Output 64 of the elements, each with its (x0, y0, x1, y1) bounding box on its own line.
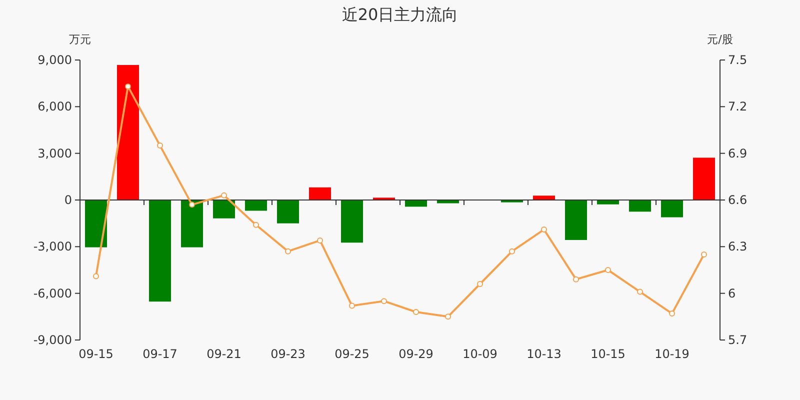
chart-title: 近20日主力流向 (342, 5, 458, 24)
point (701, 251, 707, 258)
y2-tick-label: 6.6 (728, 193, 748, 207)
point (509, 248, 515, 254)
x-tick-label: 09-21 (206, 347, 242, 361)
point (93, 273, 99, 280)
y2-tick-label: 6.3 (728, 240, 748, 254)
bar (341, 200, 363, 243)
point (349, 302, 355, 309)
point (573, 276, 579, 282)
x-tick-label: 10-19 (654, 347, 690, 361)
bar (309, 187, 331, 200)
point (253, 222, 259, 228)
y-axis-title: 万元 (69, 33, 91, 46)
y-tick-label: 6,000 (38, 100, 72, 114)
y2-tick-label: 7.2 (728, 100, 748, 114)
bar (437, 200, 459, 204)
y2-axis-title: 元/股 (707, 33, 733, 46)
x-tick-label: 10-09 (462, 347, 498, 361)
point (125, 83, 131, 90)
x-tick-label: 09-29 (398, 347, 434, 361)
y-tick-label: -3,000 (33, 240, 72, 254)
point (317, 237, 323, 244)
x-tick-label: 09-23 (270, 347, 306, 361)
y-tick-label: -9,000 (33, 333, 72, 347)
bar (405, 200, 427, 207)
y-tick-label: 9,000 (38, 53, 72, 67)
bar (597, 200, 619, 204)
point (381, 298, 387, 304)
point (285, 248, 291, 254)
bar (693, 158, 715, 200)
point (413, 309, 419, 315)
bar (181, 200, 203, 248)
bar (565, 200, 587, 240)
bar (661, 200, 683, 218)
bar (85, 200, 107, 248)
bar (533, 196, 555, 200)
x-tick-label: 10-13 (526, 347, 562, 361)
bar (213, 200, 235, 218)
bar (245, 200, 267, 211)
point (477, 281, 483, 287)
point (605, 267, 611, 273)
y-tick-label: -6,000 (33, 286, 72, 300)
point (637, 288, 643, 295)
y-tick-label: 3,000 (38, 146, 72, 160)
y2-tick-label: 6.9 (728, 146, 748, 160)
point (445, 314, 451, 320)
y2-tick-label: 7.5 (728, 53, 748, 67)
y2-tick-label: 6 (728, 286, 736, 300)
point (541, 226, 547, 233)
bar (149, 200, 171, 302)
y2-tick-label: 5.7 (728, 333, 748, 347)
x-tick-label: 09-15 (78, 347, 114, 361)
x-tick-label: 10-15 (590, 347, 626, 361)
point (189, 202, 195, 208)
point (221, 192, 227, 198)
bar (277, 200, 299, 224)
bar (117, 64, 139, 200)
x-tick-label: 09-25 (334, 347, 370, 361)
point (669, 310, 675, 317)
x-tick-label: 09-17 (142, 347, 178, 361)
bar (629, 200, 651, 212)
y-tick-label: 0 (64, 193, 72, 207)
point (157, 142, 163, 149)
